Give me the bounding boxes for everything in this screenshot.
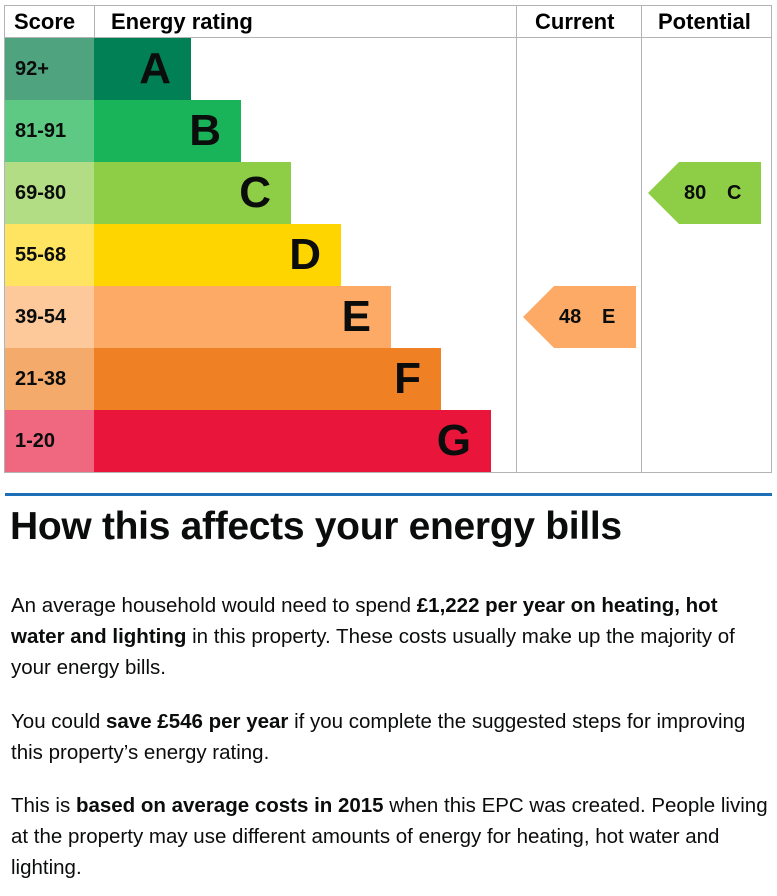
p1-bold: £1,222 per year on heating, hot water an…: [11, 594, 718, 648]
band-score-range: 39-54: [5, 286, 94, 348]
header-score: Score: [14, 9, 76, 34]
p1-text-start: An average household would need to spend: [11, 594, 417, 617]
paragraph-savings: You could save £546 per year if you comp…: [11, 706, 773, 768]
section-title: How this affects your energy bills: [10, 505, 622, 548]
band-bar-f: F: [94, 348, 441, 410]
potential-rating-value: 80: [684, 182, 707, 204]
band-bar-e: E: [94, 286, 391, 348]
paragraph-cost-basis: This is based on average costs in 2015 w…: [11, 790, 773, 883]
p2-text-start: You could: [11, 710, 106, 733]
paragraph-average-cost: An average household would need to spend…: [11, 590, 773, 683]
band-score-range: 69-80: [5, 162, 94, 224]
p3-bold: based on average costs in 2015: [75, 794, 384, 817]
band-bar-a: A: [94, 38, 191, 100]
p2-bold: save £546 per year: [106, 710, 289, 733]
current-arrow-shape: [523, 286, 636, 348]
current-rating-value: 48: [559, 306, 582, 328]
band-bar-c: C: [94, 162, 291, 224]
band-letter: G: [436, 416, 471, 465]
band-letter: E: [341, 292, 371, 341]
band-bar-d: D: [94, 224, 341, 286]
column-divider-potential: [641, 6, 642, 472]
header-current: Current: [535, 9, 615, 34]
band-bar-g: G: [94, 410, 491, 472]
epc-rating-chart: Score Energy rating Current Potential 92…: [4, 5, 772, 473]
p1-text-end: in this property. These costs usually ma…: [11, 625, 735, 679]
p3-text-end: when this EPC was created. People living…: [11, 794, 768, 879]
potential-rating-letter: C: [727, 182, 742, 204]
header-potential: Potential: [658, 9, 751, 34]
band-score-range: 81-91: [5, 100, 94, 162]
band-score-range: 21-38: [5, 348, 94, 410]
current-rating-letter: E: [602, 306, 616, 328]
band-letter: C: [239, 168, 271, 217]
band-bar-b: B: [94, 100, 241, 162]
band-score-range: 1-20: [5, 410, 94, 472]
current-rating-marker: 48 E: [523, 286, 636, 348]
potential-arrow-shape: [648, 162, 761, 224]
band-letter: F: [394, 354, 421, 403]
header-energy-rating: Energy rating: [111, 9, 253, 34]
band-letter: D: [289, 230, 321, 279]
p2-text-end: if you complete the suggested steps for …: [11, 710, 746, 764]
band-score-range: 92+: [5, 38, 94, 100]
band-letter: B: [189, 106, 221, 155]
p3-text-start: This is: [11, 794, 76, 817]
potential-rating-marker: 80 C: [648, 162, 761, 224]
band-score-range: 55-68: [5, 224, 94, 286]
column-divider-current: [516, 6, 517, 472]
header-divider: [5, 37, 771, 38]
section-divider: [5, 493, 772, 496]
band-letter: A: [139, 44, 171, 93]
